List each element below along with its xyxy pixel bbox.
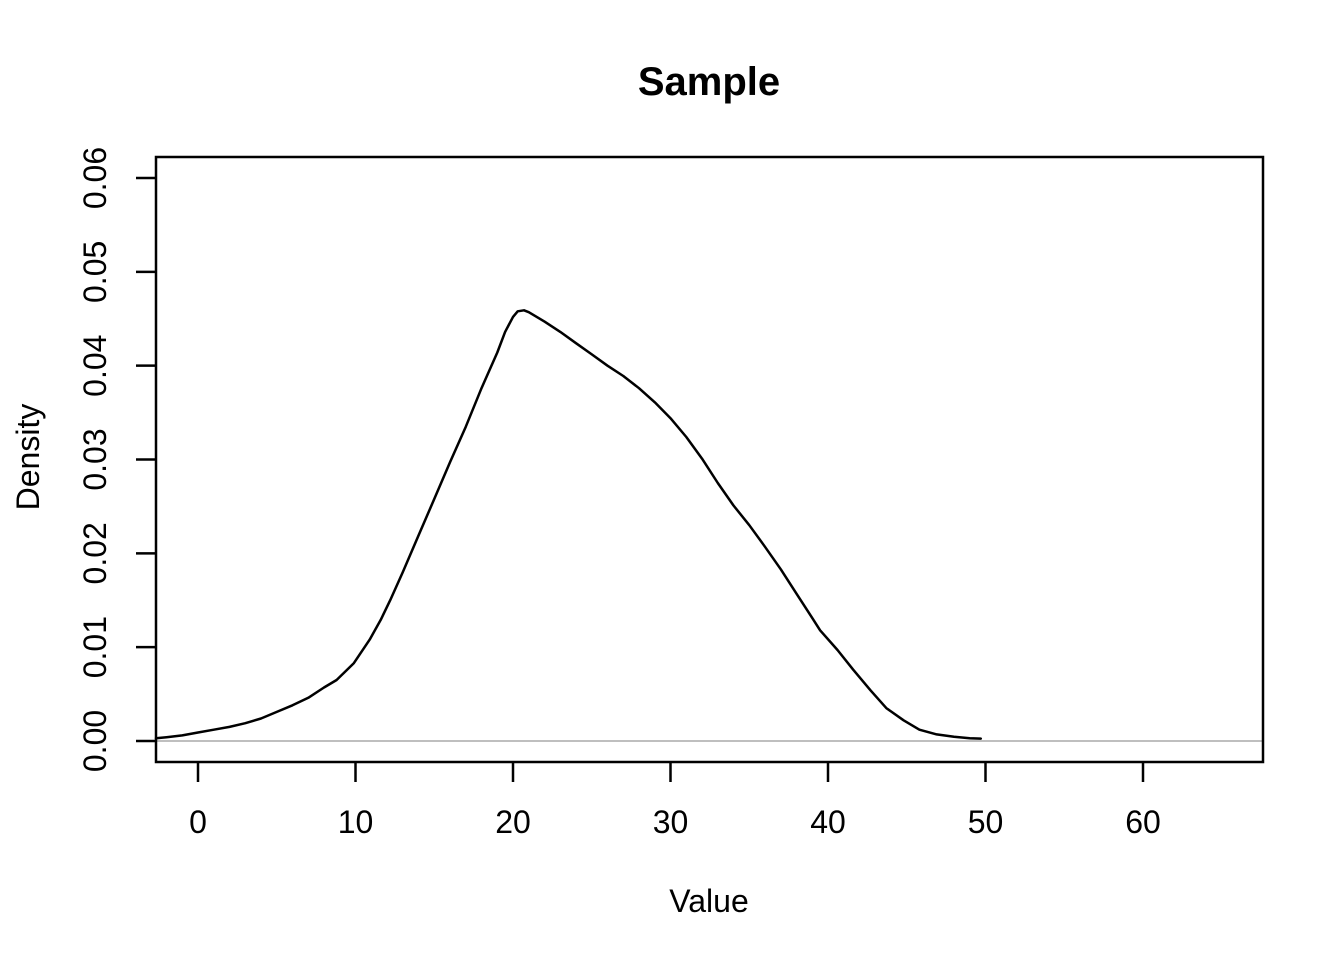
x-tick-label: 40 xyxy=(810,804,846,840)
y-tick-label: 0.00 xyxy=(77,710,113,772)
x-axis-title: Value xyxy=(669,883,748,919)
x-tick-label: 30 xyxy=(653,804,689,840)
x-tick-label: 50 xyxy=(968,804,1004,840)
plot-box xyxy=(154,155,1265,764)
y-axis-title: Density xyxy=(10,404,46,511)
y-tick-label: 0.03 xyxy=(77,428,113,490)
density-curve xyxy=(154,309,983,740)
x-tick-label: 60 xyxy=(1125,804,1161,840)
plot-title: Sample xyxy=(638,60,780,104)
y-tick-label: 0.06 xyxy=(77,147,113,209)
y-tick-label: 0.01 xyxy=(77,616,113,678)
y-tick-label: 0.02 xyxy=(77,522,113,584)
x-tick-label: 10 xyxy=(338,804,374,840)
y-tick-label: 0.04 xyxy=(77,335,113,397)
x-tick-label: 0 xyxy=(189,804,207,840)
y-axis: 0.00 0.01 0.02 0.03 0.04 0.05 0.06 xyxy=(77,147,155,772)
x-axis: 0 10 20 30 40 50 60 xyxy=(189,763,1161,840)
y-tick-label: 0.05 xyxy=(77,241,113,303)
x-tick-label: 20 xyxy=(495,804,531,840)
